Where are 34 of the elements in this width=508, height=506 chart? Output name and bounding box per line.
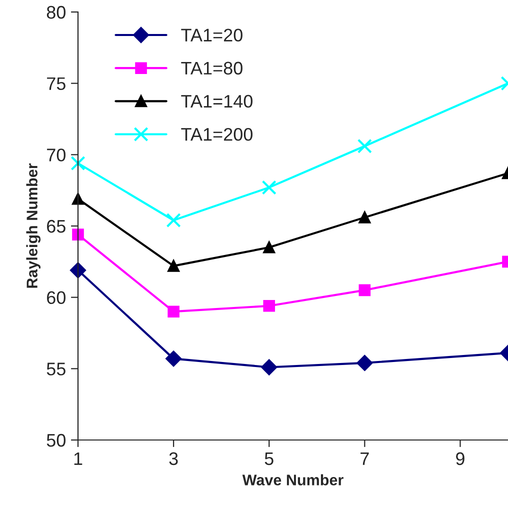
y-tick-label: 70 <box>47 148 66 162</box>
point <box>263 241 276 254</box>
y-tick-label: 60 <box>47 291 66 304</box>
point <box>168 260 180 272</box>
point <box>357 138 372 154</box>
point <box>72 192 84 205</box>
y-tick-label: 55 <box>46 362 66 376</box>
legend-label: TA1=20 <box>181 28 242 42</box>
x-tick-label: 1 <box>74 452 82 465</box>
y-axis-title: Rayleigh Number <box>26 163 41 288</box>
x-tick-label: 3 <box>169 452 178 466</box>
point <box>166 350 182 367</box>
point <box>356 355 373 371</box>
y-tick-label: 65 <box>47 220 66 233</box>
y-tick-label: 80 <box>46 6 66 19</box>
legend-label: TA1=80 <box>181 62 242 75</box>
x-tick-label: 9 <box>456 452 464 466</box>
point <box>166 213 181 228</box>
point <box>262 180 276 195</box>
point <box>70 156 86 171</box>
point <box>72 228 84 240</box>
legend-label: TA1=200 <box>181 128 252 141</box>
y-tick-label: 75 <box>47 77 66 90</box>
y-tick-label: 50 <box>46 434 66 447</box>
point <box>263 300 276 312</box>
point <box>70 262 86 278</box>
x-axis-title: Wave Number <box>242 474 344 486</box>
point <box>358 212 371 224</box>
point <box>168 306 180 318</box>
x-tick-label: 5 <box>264 452 274 466</box>
point <box>358 284 371 296</box>
x-tick-label: 7 <box>360 452 369 465</box>
legend-label: TA1=140 <box>181 94 252 108</box>
point <box>261 359 278 376</box>
